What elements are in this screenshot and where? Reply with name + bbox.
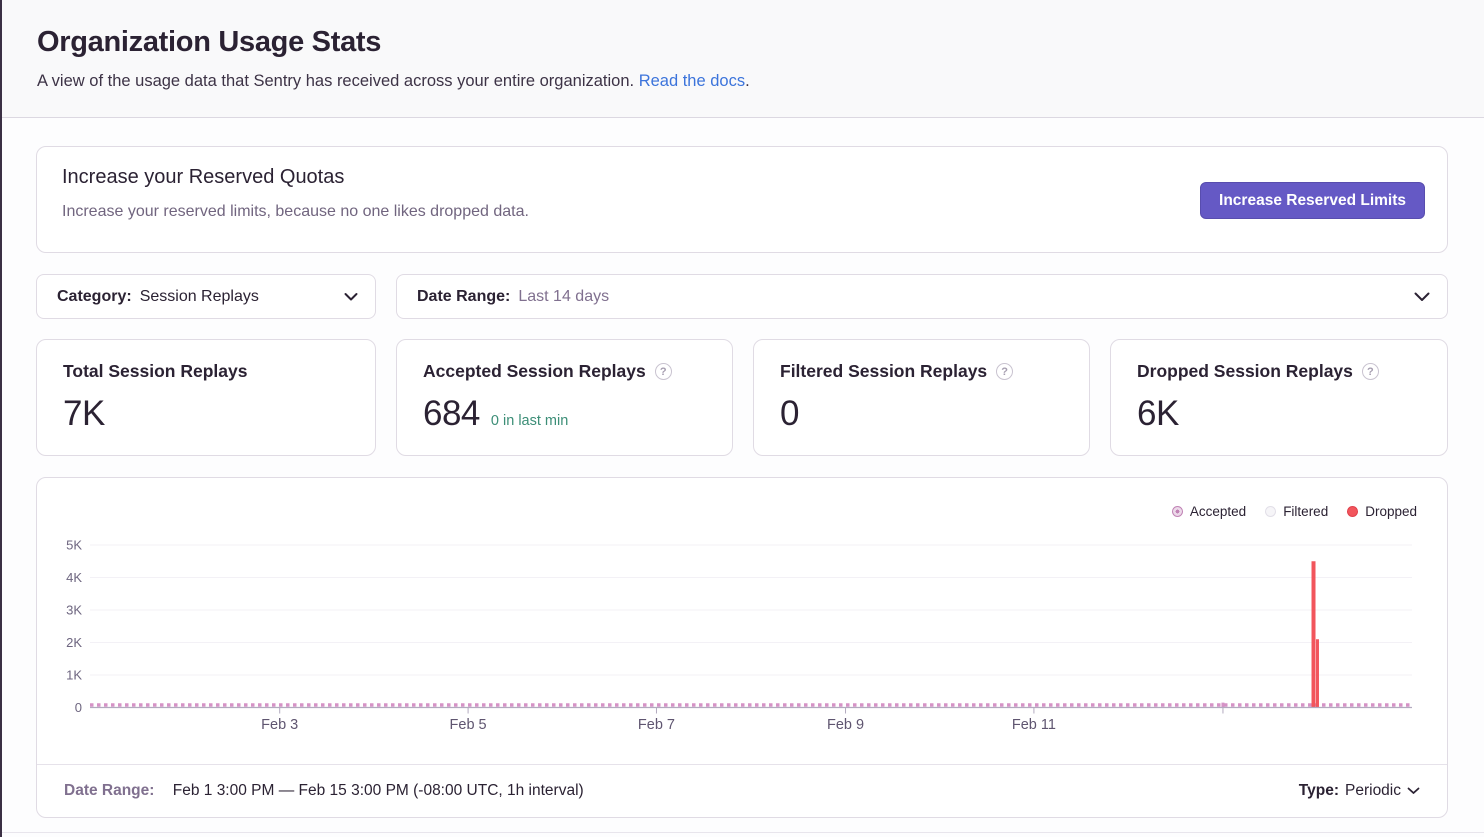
stat-card-filtered: Filtered Session Replays 0 bbox=[753, 339, 1090, 456]
stat-card-title: Total Session Replays bbox=[63, 361, 248, 381]
chevron-down-icon bbox=[344, 292, 358, 300]
svg-text:Feb 7: Feb 7 bbox=[638, 717, 675, 733]
dropped-swatch-icon bbox=[1347, 506, 1359, 517]
chart-type-value: Periodic bbox=[1345, 782, 1401, 799]
chevron-down-icon bbox=[1414, 292, 1430, 301]
chevron-down-icon bbox=[1407, 787, 1420, 794]
quota-banner-description: Increase your reserved limits, because n… bbox=[62, 203, 529, 220]
stat-card-total: Total Session Replays 7K bbox=[36, 339, 376, 456]
category-select[interactable]: Category: Session Replays bbox=[36, 274, 376, 319]
legend-item-dropped[interactable]: Dropped bbox=[1347, 504, 1417, 519]
page-title: Organization Usage Stats bbox=[37, 26, 382, 58]
svg-text:0: 0 bbox=[75, 700, 82, 715]
svg-text:Feb 11: Feb 11 bbox=[1012, 717, 1056, 733]
legend-item-accepted[interactable]: Accepted bbox=[1171, 504, 1246, 519]
chart-footer-range: Date Range: Feb 1 3:00 PM — Feb 15 3:00 … bbox=[64, 782, 584, 800]
page-subtitle-text: A view of the usage data that Sentry has… bbox=[37, 72, 639, 90]
category-select-label: Category: bbox=[57, 287, 132, 305]
date-range-select[interactable]: Date Range: Last 14 days bbox=[396, 274, 1448, 319]
page-header: Organization Usage Stats A view of the u… bbox=[2, 0, 1484, 118]
chart-footer-range-label: Date Range: bbox=[64, 782, 155, 799]
stat-card-value: 0 bbox=[780, 394, 799, 433]
legend-item-filtered[interactable]: Filtered bbox=[1265, 504, 1328, 519]
svg-text:Feb 5: Feb 5 bbox=[450, 717, 487, 733]
read-the-docs-link[interactable]: Read the docs bbox=[638, 72, 746, 90]
stat-card-value: 6K bbox=[1137, 394, 1179, 433]
usage-chart-card: Accepted Filtered Dropped 0 1K 2K 3K 4K 5K Feb… bbox=[36, 477, 1448, 818]
stat-card-accepted: Accepted Session Replays 684 0 in last mi… bbox=[396, 339, 733, 456]
stat-card-title: Accepted Session Replays bbox=[423, 361, 712, 382]
help-icon[interactable] bbox=[996, 363, 1014, 380]
quota-banner: Increase your Reserved Quotas Increase y… bbox=[36, 146, 1448, 253]
app-left-edge bbox=[0, 0, 2, 837]
stat-card-value: 684 bbox=[423, 394, 480, 433]
svg-text:Feb 9: Feb 9 bbox=[827, 717, 864, 733]
bottom-divider bbox=[2, 832, 1484, 833]
page-subtitle-period: . bbox=[745, 72, 750, 90]
svg-text:4K: 4K bbox=[66, 570, 82, 585]
date-range-select-label: Date Range: bbox=[417, 287, 511, 305]
quota-banner-title: Increase your Reserved Quotas bbox=[62, 166, 345, 188]
page-subtitle: A view of the usage data that Sentry has… bbox=[37, 72, 1448, 91]
filter-row: Category: Session Replays Date Range: La… bbox=[36, 274, 1448, 319]
category-select-value: Session Replays bbox=[139, 287, 259, 305]
svg-text:Feb 3: Feb 3 bbox=[261, 717, 298, 733]
chart-footer: Date Range: Feb 1 3:00 PM — Feb 15 3:00 … bbox=[37, 764, 1447, 817]
stat-card-title: Filtered Session Replays bbox=[780, 361, 1069, 382]
svg-text:3K: 3K bbox=[66, 603, 82, 618]
usage-chart: 0 1K 2K 3K 4K 5K Feb 3 Feb 5 Feb 7 Feb 9 Feb 11 bbox=[66, 538, 1412, 733]
stat-card-title: Dropped Session Replays bbox=[1137, 361, 1427, 382]
stat-card-subvalue: 0 in last min bbox=[490, 413, 569, 429]
accepted-swatch-icon bbox=[1171, 506, 1183, 517]
chart-type-label: Type: bbox=[1298, 782, 1339, 799]
svg-text:1K: 1K bbox=[66, 668, 82, 683]
help-icon[interactable] bbox=[1361, 363, 1379, 380]
svg-text:2K: 2K bbox=[66, 635, 82, 650]
filtered-swatch-icon bbox=[1265, 506, 1277, 517]
chart-footer-range-value: Feb 1 3:00 PM — Feb 15 3:00 PM (-08:00 U… bbox=[172, 782, 584, 799]
stat-card-value: 7K bbox=[63, 394, 105, 433]
chart-legend: Accepted Filtered Dropped bbox=[1171, 504, 1417, 519]
chart-type-select[interactable]: Type: Periodic bbox=[1299, 782, 1420, 800]
stat-card-dropped: Dropped Session Replays 6K bbox=[1110, 339, 1448, 456]
svg-text:5K: 5K bbox=[66, 538, 82, 553]
increase-reserved-limits-button[interactable]: Increase Reserved Limits bbox=[1200, 182, 1425, 219]
date-range-select-value: Last 14 days bbox=[518, 287, 610, 305]
stat-cards-row: Total Session Replays 7K Accepted Sessio… bbox=[36, 339, 1448, 456]
help-icon[interactable] bbox=[654, 363, 672, 380]
